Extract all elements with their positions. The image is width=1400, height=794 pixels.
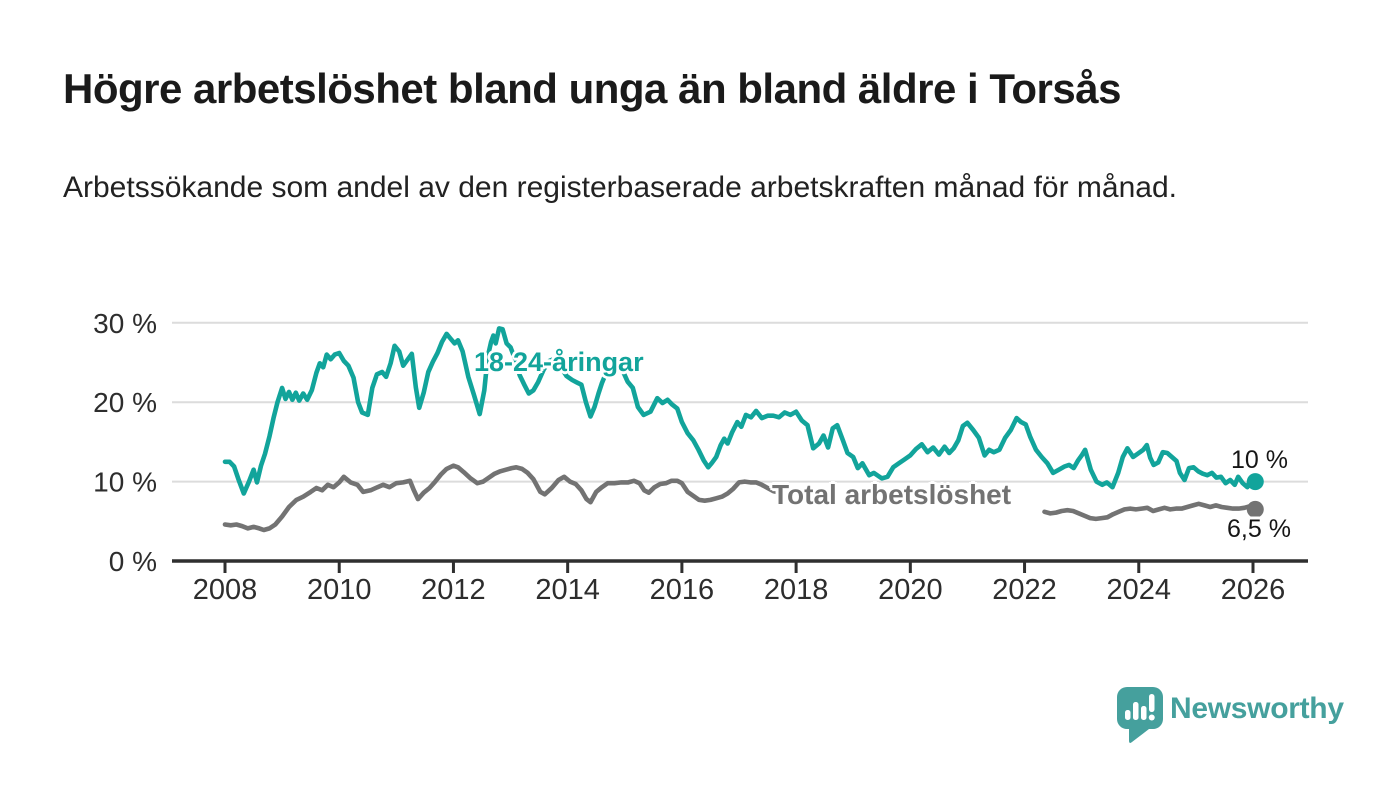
youth-line xyxy=(222,326,1258,496)
x-tick-label-2026: 2026 xyxy=(1221,574,1286,606)
end-value-total: 6,5 % xyxy=(1227,515,1291,543)
y-tick-label-20: 20 % xyxy=(93,387,157,418)
x-tick-label-2020: 2020 xyxy=(878,574,943,606)
series-label-total: Total arbetslöshet xyxy=(772,479,1012,510)
y-tick-label-10: 10 % xyxy=(93,467,157,498)
newsworthy-wordmark: Newsworthy xyxy=(1170,692,1344,725)
total-line-segment-2 xyxy=(1042,501,1258,522)
x-tick-label-2016: 2016 xyxy=(650,574,715,606)
newsworthy-logo: Newsworthy xyxy=(1117,687,1344,744)
x-tick-label-2012: 2012 xyxy=(421,574,486,606)
page-title: Högre arbetslöshet bland unga än bland ä… xyxy=(63,65,1121,112)
y-tick-label-0: 0 % xyxy=(109,546,157,577)
x-tick-label-2018: 2018 xyxy=(764,574,829,606)
youth-end-dot xyxy=(1246,473,1264,491)
x-tick-label-2010: 2010 xyxy=(307,574,372,606)
total-line-segment-1 xyxy=(222,463,783,533)
x-tick-label-2024: 2024 xyxy=(1107,574,1172,606)
series-label-youth: 18-24-åringar xyxy=(474,347,644,377)
x-tick-label-2022: 2022 xyxy=(992,574,1057,606)
x-tick-label-2008: 2008 xyxy=(193,574,258,606)
total-end-dot xyxy=(1246,500,1264,518)
x-tick-label-2014: 2014 xyxy=(535,574,600,606)
end-value-youth: 10 % xyxy=(1231,446,1288,474)
y-tick-label-30: 30 % xyxy=(93,308,157,339)
page-subtitle: Arbetssökande som andel av den registerb… xyxy=(63,171,1177,204)
bar-chart-speech-bubble-icon xyxy=(1117,687,1163,743)
